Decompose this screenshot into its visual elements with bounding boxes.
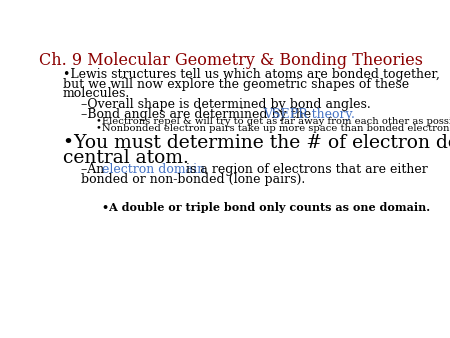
Text: is a region of electrons that are either: is a region of electrons that are either (182, 163, 428, 176)
Text: –An: –An (81, 163, 108, 176)
Text: •Lewis structures tell us which atoms are bonded together,: •Lewis structures tell us which atoms ar… (63, 68, 439, 81)
Text: VSEPR theory.: VSEPR theory. (263, 108, 355, 121)
Text: •A double or triple bond only counts as one domain.: •A double or triple bond only counts as … (102, 202, 430, 213)
Text: electron domain: electron domain (103, 163, 206, 176)
Text: •Electrons repel & will try to get as far away from each other as possible: •Electrons repel & will try to get as fa… (96, 117, 450, 126)
Text: molecules.: molecules. (63, 87, 130, 100)
Text: but we will now explore the geometric shapes of these: but we will now explore the geometric sh… (63, 77, 409, 91)
Text: –Bond angles are determined by the: –Bond angles are determined by the (81, 108, 315, 121)
Text: •Nonbonded electron pairs take up more space than bonded electrons.: •Nonbonded electron pairs take up more s… (96, 124, 450, 132)
Text: –Overall shape is determined by bond angles.: –Overall shape is determined by bond ang… (81, 98, 371, 111)
Text: bonded or non-bonded (lone pairs).: bonded or non-bonded (lone pairs). (81, 172, 306, 186)
Text: central atom.: central atom. (63, 149, 189, 167)
Text: Ch. 9 Molecular Geometry & Bonding Theories: Ch. 9 Molecular Geometry & Bonding Theor… (39, 52, 423, 69)
Text: •You must determine the # of electron domains on the: •You must determine the # of electron do… (63, 134, 450, 152)
